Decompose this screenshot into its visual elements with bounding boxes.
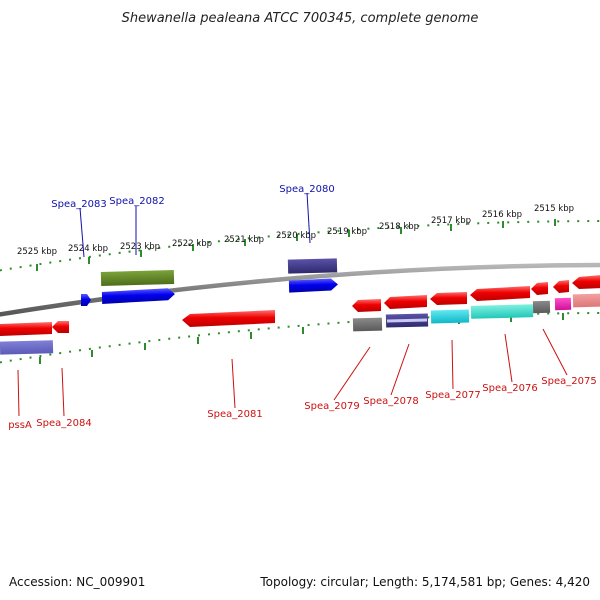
scale-label: 2519 kbp — [327, 227, 367, 237]
reverse-gene-labels: pssA Spea_2084 Spea_2081 Spea_2079 Spea_… — [8, 376, 597, 431]
gene-spea-2080[interactable] — [288, 278, 338, 293]
gene-spea-2075-cog[interactable] — [554, 297, 572, 311]
forward-gene-labels: Spea_2083 Spea_2082 Spea_2080 — [51, 184, 334, 210]
gene-spea-2078[interactable] — [384, 295, 427, 309]
gene-label-spea-2076[interactable]: Spea_2076 — [482, 383, 537, 394]
gene-small-reverse-a-cog[interactable] — [532, 300, 551, 314]
scale-label: 2517 kbp — [431, 216, 471, 226]
gene-label-spea-2080[interactable]: Spea_2080 — [279, 184, 334, 195]
gene-label-spea-2081[interactable]: Spea_2081 — [207, 409, 262, 420]
map-title: Shewanella pealeana ATCC 700345, complet… — [122, 11, 479, 26]
gene-spea-2081[interactable] — [182, 310, 275, 327]
gene-spea-2077-cog[interactable] — [430, 309, 470, 324]
scale-label: 2516 kbp — [482, 210, 522, 220]
gene-spea-2076-cog[interactable] — [470, 304, 534, 319]
gene-small-reverse-a[interactable] — [531, 282, 548, 295]
gene-spea-2084[interactable] — [52, 321, 69, 333]
gene-pssa[interactable] — [0, 322, 52, 336]
gene-label-spea-2082[interactable]: Spea_2082 — [109, 196, 164, 207]
gene-spea-2076[interactable] — [470, 286, 530, 301]
scale-labels: 2525 kbp 2524 kbp 2523 kbp 2522 kbp 2521… — [17, 204, 574, 257]
outer-major-ticks — [36, 219, 556, 271]
inner-major-ticks — [39, 313, 564, 364]
genome-summary-text: Topology: circular; Length: 5,174,581 bp… — [259, 575, 590, 589]
gene-label-spea-2079[interactable]: Spea_2079 — [304, 401, 359, 412]
scale-label: 2522 kbp — [172, 239, 212, 249]
reverse-genes — [0, 275, 600, 355]
gene-spea-2080-cog[interactable] — [287, 258, 338, 274]
gene-label-spea-2077[interactable]: Spea_2077 — [425, 390, 480, 401]
forward-label-leaders — [79, 192, 311, 258]
scale-label: 2515 kbp — [534, 204, 574, 214]
gene-label-spea-2083[interactable]: Spea_2083 — [51, 199, 106, 210]
scale-label: 2523 kbp — [120, 242, 160, 252]
gene-label-spea-2078[interactable]: Spea_2078 — [363, 396, 418, 407]
gene-spea-2082-cog[interactable] — [100, 270, 175, 286]
gene-spea-2077[interactable] — [430, 292, 467, 305]
gene-edge-right-cog[interactable] — [572, 293, 600, 308]
forward-genes — [81, 258, 338, 306]
gene-arrow-small-forward[interactable] — [81, 294, 91, 306]
scale-label: 2524 kbp — [68, 244, 108, 254]
genome-backbone — [0, 262, 600, 317]
scale-label: 2521 kbp — [224, 235, 264, 245]
gene-spea-2082[interactable] — [101, 288, 175, 304]
gene-spea-2079[interactable] — [352, 299, 381, 312]
gene-label-spea-2075[interactable]: Spea_2075 — [541, 376, 596, 387]
gene-spea-2078-cog-band — [386, 318, 428, 323]
gene-label-pssa[interactable]: pssA — [8, 420, 32, 431]
gene-spea-2079-cog[interactable] — [352, 317, 383, 332]
gene-label-spea-2084[interactable]: Spea_2084 — [36, 418, 91, 429]
accession-text: Accession: NC_009901 — [9, 575, 145, 589]
gene-edge-right[interactable] — [572, 275, 600, 289]
scale-label: 2520 kbp — [276, 231, 316, 241]
scale-label: 2518 kbp — [379, 222, 419, 232]
scale-label: 2525 kbp — [17, 247, 57, 257]
gene-pssa-cog[interactable] — [0, 340, 54, 355]
gene-spea-2075[interactable] — [553, 280, 569, 293]
reverse-label-leaders — [17, 328, 568, 417]
